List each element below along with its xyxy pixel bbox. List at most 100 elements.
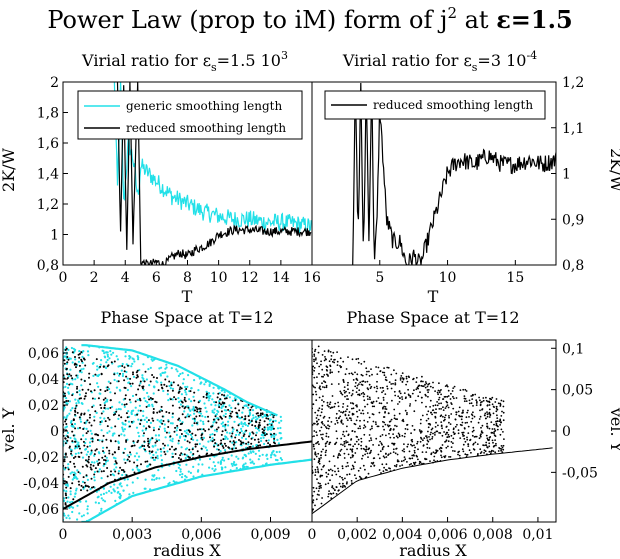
point-reduced: [171, 445, 173, 448]
point-reduced: [152, 408, 155, 410]
point-reduced: [71, 440, 74, 443]
point-generic: [163, 423, 166, 426]
point-generic: [119, 408, 122, 411]
point-reduced-4: [315, 498, 318, 501]
point-generic: [160, 419, 163, 422]
point-reduced-4: [491, 428, 494, 430]
point-generic: [213, 401, 216, 404]
point-reduced-4: [393, 369, 395, 372]
point-generic: [252, 416, 255, 419]
point-reduced: [173, 430, 176, 433]
point-generic: [252, 414, 255, 417]
point-reduced-4: [467, 409, 469, 412]
point-reduced: [63, 359, 66, 362]
point-reduced-4: [346, 448, 348, 451]
point-reduced: [94, 467, 97, 470]
point-generic: [105, 456, 108, 459]
point-reduced-4: [377, 397, 380, 399]
point-reduced: [96, 470, 99, 473]
point-reduced: [74, 427, 77, 430]
point-generic: [197, 389, 200, 392]
point-reduced-4: [486, 411, 488, 413]
point-reduced-4: [493, 434, 496, 437]
point-generic: [74, 452, 77, 455]
point-generic: [66, 500, 69, 503]
point-reduced: [257, 441, 260, 444]
point-reduced-4: [403, 448, 405, 450]
point-reduced: [221, 430, 224, 433]
point-generic: [262, 436, 265, 439]
point-reduced-4: [404, 428, 407, 430]
point-reduced: [110, 361, 113, 364]
point-reduced-4: [461, 421, 464, 424]
point-reduced-4: [370, 465, 372, 468]
point-reduced: [139, 409, 142, 412]
point-reduced-4: [327, 493, 330, 495]
point-reduced-4: [488, 450, 491, 453]
point-reduced-4: [444, 418, 446, 421]
point-reduced-4: [321, 497, 323, 499]
point-reduced-4: [485, 434, 488, 437]
point-reduced: [132, 373, 134, 376]
point-reduced: [235, 411, 238, 414]
point-reduced-4: [324, 454, 327, 457]
point-generic: [118, 388, 121, 392]
point-generic: [187, 433, 190, 436]
point-reduced-4: [490, 432, 493, 434]
point-reduced: [120, 469, 123, 471]
point-reduced-4: [497, 402, 500, 405]
point-reduced: [106, 386, 109, 389]
point-reduced-4: [449, 398, 452, 400]
point-reduced-4: [385, 453, 387, 455]
point-generic: [263, 442, 266, 446]
point-reduced: [151, 450, 154, 453]
point-reduced: [73, 363, 76, 366]
point-generic: [233, 464, 237, 467]
point-reduced-4: [315, 487, 318, 490]
point-reduced: [261, 412, 264, 415]
point-generic: [182, 382, 185, 385]
point-reduced-4: [366, 387, 369, 389]
point-generic: [193, 379, 196, 382]
x-tick-label-1-0: 0: [59, 270, 68, 286]
point-reduced: [254, 425, 257, 427]
point-reduced-4: [411, 457, 414, 460]
point-reduced-4: [318, 396, 321, 399]
point-reduced: [215, 428, 218, 431]
point-reduced-4: [424, 458, 427, 461]
point-reduced-4: [392, 433, 394, 435]
point-reduced-4: [356, 415, 359, 418]
point-reduced: [161, 415, 164, 418]
point-reduced: [255, 434, 257, 437]
point-generic: [130, 385, 133, 388]
point-reduced-4: [459, 389, 462, 391]
point-generic: [230, 406, 233, 409]
point-reduced: [272, 420, 275, 423]
point-reduced-4: [351, 412, 354, 415]
point-generic: [164, 367, 167, 370]
point-reduced-4: [420, 418, 422, 421]
point-reduced-4: [490, 421, 493, 423]
point-reduced: [133, 471, 136, 474]
point-reduced-4: [396, 453, 399, 456]
point-reduced: [209, 436, 211, 439]
point-reduced-4: [324, 356, 326, 358]
point-reduced-4: [452, 407, 455, 410]
point-generic: [160, 366, 163, 369]
point-reduced-4: [431, 413, 433, 416]
point-reduced: [68, 373, 71, 376]
point-generic: [235, 455, 238, 458]
point-reduced-4: [363, 360, 366, 363]
point-reduced-4: [341, 467, 344, 470]
y-tick-label-3-1: -0,04: [23, 476, 59, 492]
point-reduced: [67, 475, 70, 478]
point-reduced: [234, 407, 237, 410]
point-reduced: [98, 462, 101, 464]
point-generic: [221, 466, 224, 470]
point-reduced-4: [346, 408, 348, 411]
point-reduced: [109, 473, 112, 476]
point-reduced: [223, 442, 226, 445]
point-generic: [81, 402, 84, 405]
point-generic: [170, 367, 173, 370]
point-generic: [269, 418, 272, 421]
